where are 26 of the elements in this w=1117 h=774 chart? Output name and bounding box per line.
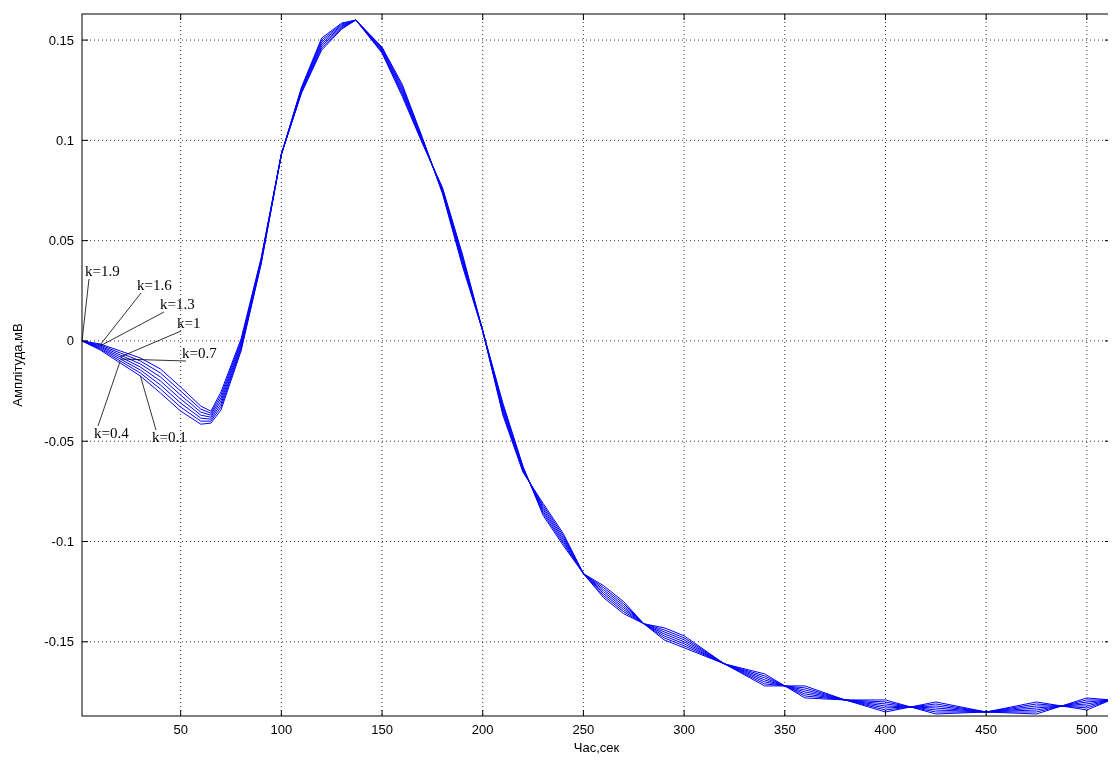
y-tick-label: 0.1 <box>55 132 74 148</box>
x-tick-label: 150 <box>371 722 393 737</box>
annotation: k=1 <box>177 315 201 331</box>
x-tick-label: 100 <box>270 722 293 737</box>
y-tick-label: 0.15 <box>48 32 74 48</box>
y-tick-label: -0.05 <box>44 433 74 449</box>
x-tick-label: 250 <box>572 722 595 737</box>
annotation: k=1.6 <box>137 277 173 293</box>
annotation: k=1.3 <box>160 296 195 312</box>
annotation: k=0.7 <box>182 345 218 361</box>
annotation: k=0.4 <box>94 425 130 441</box>
x-axis-title: Час,сек <box>573 740 620 755</box>
y-tick-label: -0.1 <box>51 534 74 550</box>
x-tick-label: 450 <box>975 722 997 737</box>
x-tick-label: 400 <box>874 722 897 737</box>
x-tick-label: 500 <box>1075 722 1098 737</box>
x-tick-label: 300 <box>673 722 695 737</box>
x-tick-label: 200 <box>471 722 494 737</box>
x-tick-label: 50 <box>173 722 188 737</box>
annotation: k=0.1 <box>152 429 187 445</box>
y-tick-label: 0 <box>66 333 74 349</box>
y-tick-label: -0.15 <box>44 634 74 650</box>
x-tick-label: 350 <box>773 722 796 737</box>
y-axis-title: Амплітуда,мВ <box>10 323 25 407</box>
y-tick-label: 0.05 <box>48 233 74 249</box>
annotation: k=1.9 <box>85 263 120 279</box>
